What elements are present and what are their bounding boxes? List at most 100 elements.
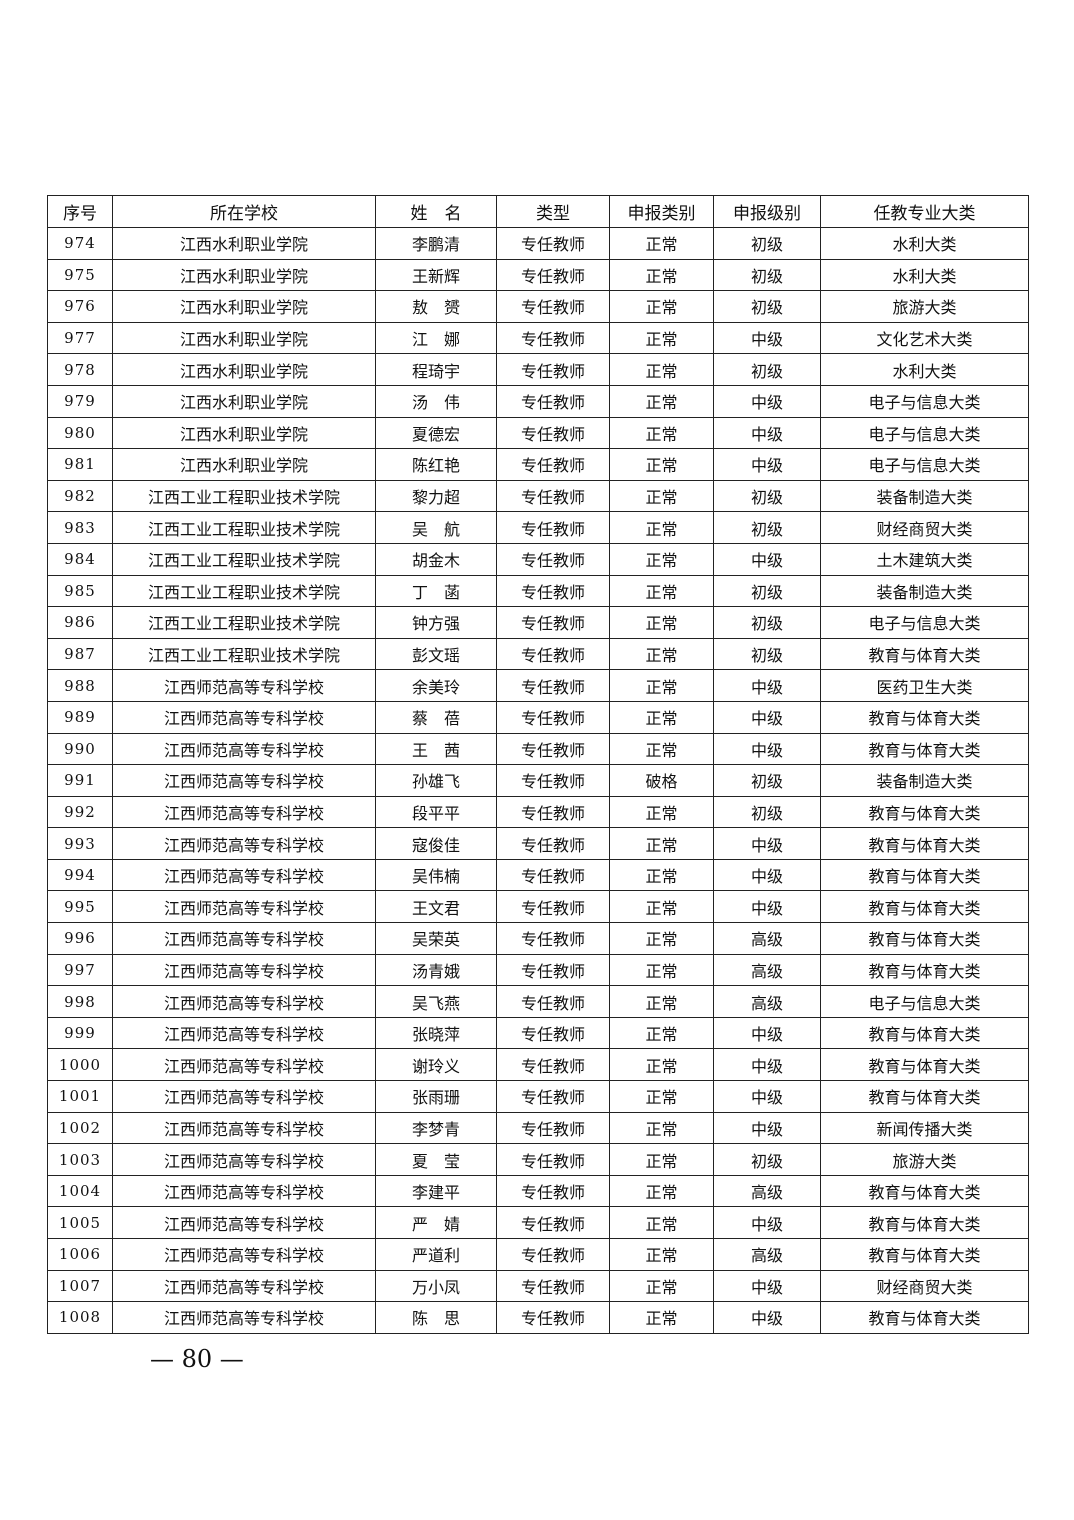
table-row: 992 江西师范高等专科学校 段平平 专任教师 正常 初级 教育与体育大类 xyxy=(47,795,1029,829)
cell-index: 987 xyxy=(47,637,113,671)
cell-type: 专任教师 xyxy=(496,1269,610,1303)
cell-apply-level: 高级 xyxy=(713,1238,821,1271)
cell-type: 专任教师 xyxy=(496,1301,610,1334)
cell-apply-level: 中级 xyxy=(713,858,821,892)
cell-school: 江西水利职业学院 xyxy=(112,384,376,418)
cell-apply-level: 初级 xyxy=(713,606,821,639)
cell-major-category: 装备制造大类 xyxy=(820,574,1029,608)
cell-name: 孙雄飞 xyxy=(375,764,497,797)
cell-name: 陈红艳 xyxy=(375,448,497,481)
table-row: 989 江西师范高等专科学校蔡 蓓专任教师 正常 中级 教育与体育大类 xyxy=(47,700,1029,734)
cell-apply-category: 正常 xyxy=(609,511,714,544)
cell-index: 983 xyxy=(47,511,113,544)
cell-apply-level: 高级 xyxy=(713,1174,821,1208)
cell-apply-level: 中级 xyxy=(713,1111,821,1145)
cell-type: 专任教师 xyxy=(496,637,610,671)
cell-name: 钟方强 xyxy=(375,606,497,639)
cell-index: 992 xyxy=(47,795,113,829)
table-row: 1006 江西师范高等专科学校 严道利 专任教师 正常 高级 教育与体育大类 xyxy=(47,1238,1029,1271)
table-row: 988 江西师范高等专科学校 余美玲 专任教师 正常 中级 医药卫生大类 xyxy=(47,669,1029,702)
cell-type: 专任教师 xyxy=(496,542,610,576)
cell-apply-level: 中级 xyxy=(713,1048,821,1082)
table-row: 1004 江西师范高等专科学校 李建平 专任教师 正常 高级 教育与体育大类 xyxy=(47,1174,1029,1208)
cell-apply-category: 正常 xyxy=(609,1016,714,1050)
cell-school: 江西水利职业学院 xyxy=(112,448,376,481)
cell-major-category: 装备制造大类 xyxy=(820,764,1029,797)
cell-name: 王新辉 xyxy=(375,258,497,292)
cell-apply-category: 正常 xyxy=(609,985,714,1018)
table-row: 987 江西工业工程职业技术学院 彭文瑶 专任教师 正常 初级 教育与体育大类 xyxy=(47,637,1029,671)
table-row: 1007 江西师范高等专科学校 万小凤 专任教师 正常 中级 财经商贸大类 xyxy=(47,1269,1029,1303)
table-row: 991 江西师范高等专科学校 孙雄飞 专任教师 破格 初级 装备制造大类 xyxy=(47,764,1029,797)
table-row: 986 江西工业工程职业技术学院 钟方强 专任教师 正常 初级 电子与信息大类 xyxy=(47,606,1029,639)
table-row: 980 江西水利职业学院 夏德宏 专任教师 正常 中级 电子与信息大类 xyxy=(47,416,1029,450)
table-row: 981 江西水利职业学院 陈红艳 专任教师 正常 中级 电子与信息大类 xyxy=(47,448,1029,481)
cell-major-category: 教育与体育大类 xyxy=(820,890,1029,924)
cell-major-category: 教育与体育大类 xyxy=(820,1048,1029,1082)
cell-apply-level: 中级 xyxy=(713,1206,821,1239)
cell-type: 专任教师 xyxy=(496,1238,610,1271)
cell-major-category: 教育与体育大类 xyxy=(820,637,1029,671)
cell-type: 专任教师 xyxy=(496,479,610,513)
cell-major-category: 教育与体育大类 xyxy=(820,700,1029,734)
cell-apply-category: 正常 xyxy=(609,858,714,892)
cell-apply-level: 高级 xyxy=(713,922,821,955)
cell-school: 江西水利职业学院 xyxy=(112,353,376,386)
cell-type: 专任教师 xyxy=(496,384,610,418)
cell-apply-category: 正常 xyxy=(609,795,714,829)
cell-apply-category: 正常 xyxy=(609,637,714,671)
cell-school: 江西师范高等专科学校 xyxy=(112,1080,376,1113)
cell-apply-level: 中级 xyxy=(713,732,821,766)
cell-major-category: 教育与体育大类 xyxy=(820,1206,1029,1239)
cell-name: 王 茜 xyxy=(375,732,497,766)
cell-school: 江西水利职业学院 xyxy=(112,290,376,323)
cell-apply-category: 正常 xyxy=(609,1301,714,1334)
cell-apply-level: 初级 xyxy=(713,227,821,260)
cell-name: 陈 思 xyxy=(375,1301,497,1334)
cell-school: 江西师范高等专科学校 xyxy=(112,985,376,1018)
cell-type: 专任教师 xyxy=(496,669,610,702)
cell-index: 1001 xyxy=(47,1080,113,1113)
table-row: 975 江西水利职业学院 王新辉 专任教师 正常 初级 水利大类 xyxy=(47,258,1029,292)
cell-school: 江西工业工程职业技术学院 xyxy=(112,574,376,608)
cell-apply-category: 正常 xyxy=(609,227,714,260)
cell-school: 江西工业工程职业技术学院 xyxy=(112,511,376,544)
cell-index: 977 xyxy=(47,321,113,355)
cell-school: 江西师范高等专科学校 xyxy=(112,1048,376,1082)
cell-apply-level: 中级 xyxy=(713,542,821,576)
cell-type: 专任教师 xyxy=(496,258,610,292)
cell-name: 吴伟楠 xyxy=(375,858,497,892)
cell-type: 专任教师 xyxy=(496,732,610,766)
cell-major-category: 教育与体育大类 xyxy=(820,795,1029,829)
cell-apply-category: 正常 xyxy=(609,827,714,860)
cell-apply-level: 中级 xyxy=(713,890,821,924)
cell-index: 1003 xyxy=(47,1143,113,1176)
cell-major-category: 旅游大类 xyxy=(820,1143,1029,1176)
cell-name: 汤青娥 xyxy=(375,953,497,987)
cell-name: 胡金木 xyxy=(375,542,497,576)
cell-name: 段平平 xyxy=(375,795,497,829)
cell-index: 978 xyxy=(47,353,113,386)
cell-major-category: 医药卫生大类 xyxy=(820,669,1029,702)
cell-apply-level: 初级 xyxy=(713,574,821,608)
cell-index: 985 xyxy=(47,574,113,608)
cell-major-category: 教育与体育大类 xyxy=(820,1301,1029,1334)
table-row: 994 江西师范高等专科学校 吴伟楠 专任教师 正常 中级 教育与体育大类 xyxy=(47,858,1029,892)
cell-apply-category: 正常 xyxy=(609,448,714,481)
cell-index: 1007 xyxy=(47,1269,113,1303)
cell-school: 江西师范高等专科学校 xyxy=(112,732,376,766)
cell-apply-category: 正常 xyxy=(609,1206,714,1239)
cell-school: 江西师范高等专科学校 xyxy=(112,922,376,955)
cell-index: 1006 xyxy=(47,1238,113,1271)
cell-major-category: 电子与信息大类 xyxy=(820,448,1029,481)
cell-school: 江西师范高等专科学校 xyxy=(112,1206,376,1239)
cell-apply-category: 正常 xyxy=(609,1269,714,1303)
cell-major-category: 教育与体育大类 xyxy=(820,1080,1029,1113)
cell-apply-level: 中级 xyxy=(713,448,821,481)
cell-type: 专任教师 xyxy=(496,1048,610,1082)
table-body: 974 江西水利职业学院 李鹏清 专任教师 正常 初级 水利大类 975 江西水利职业学院 王新辉… xyxy=(47,227,1029,1334)
cell-school: 江西师范高等专科学校 xyxy=(112,795,376,829)
cell-name: 李鹏清 xyxy=(375,227,497,260)
cell-type: 专任教师 xyxy=(496,1206,610,1239)
cell-major-category: 财经商贸大类 xyxy=(820,511,1029,544)
